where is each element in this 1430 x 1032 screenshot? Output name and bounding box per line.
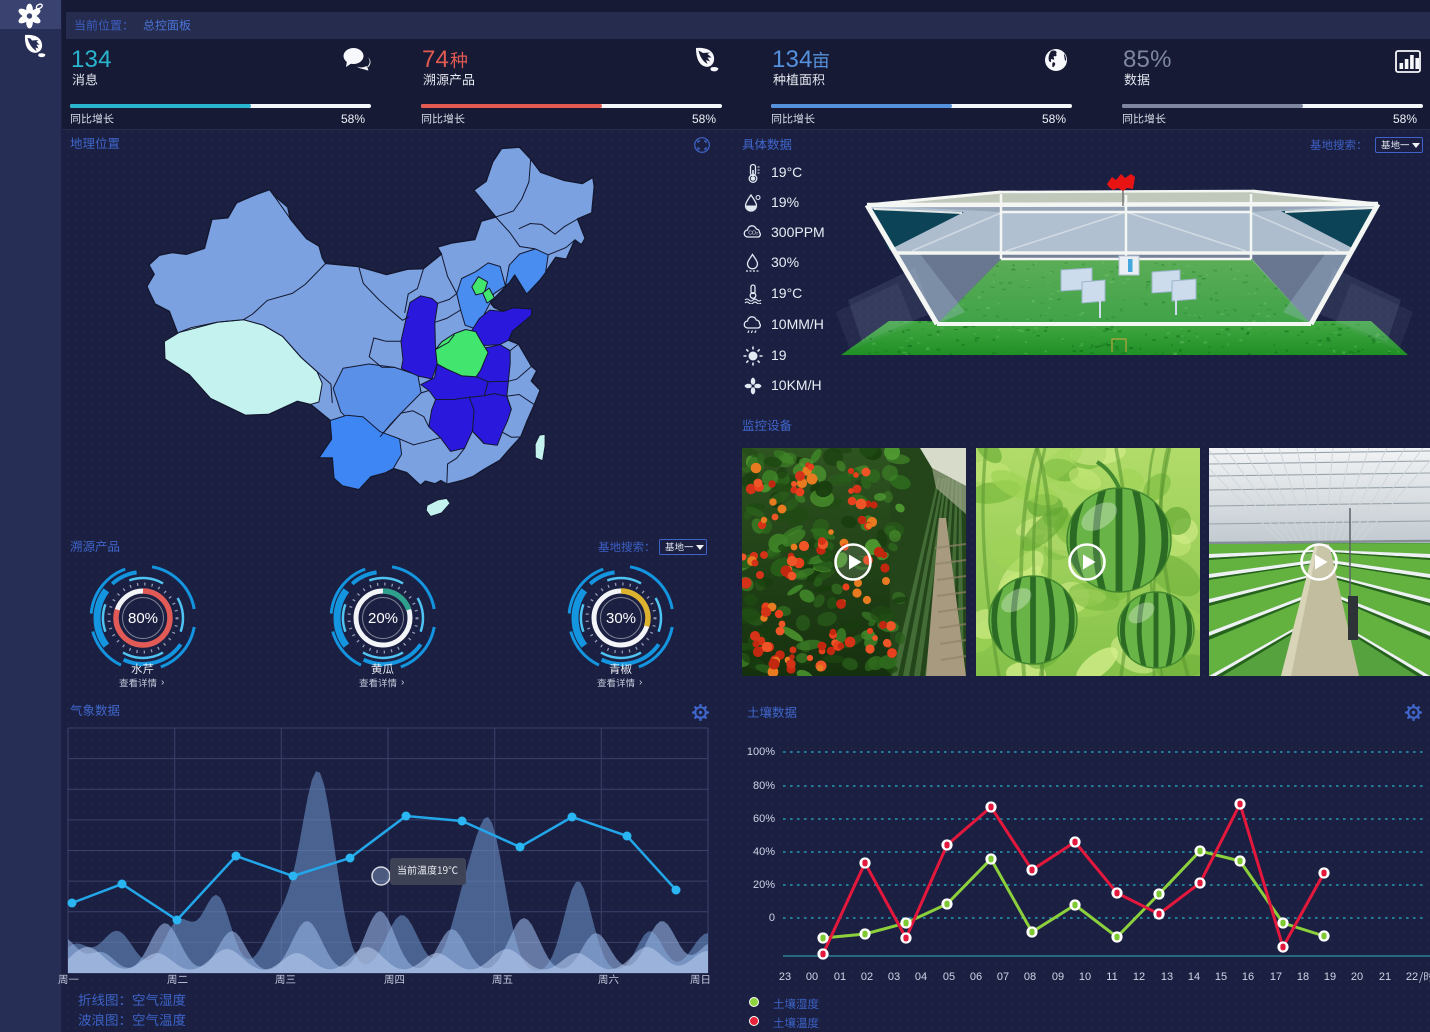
svg-text:CO2: CO2 xyxy=(748,231,758,237)
